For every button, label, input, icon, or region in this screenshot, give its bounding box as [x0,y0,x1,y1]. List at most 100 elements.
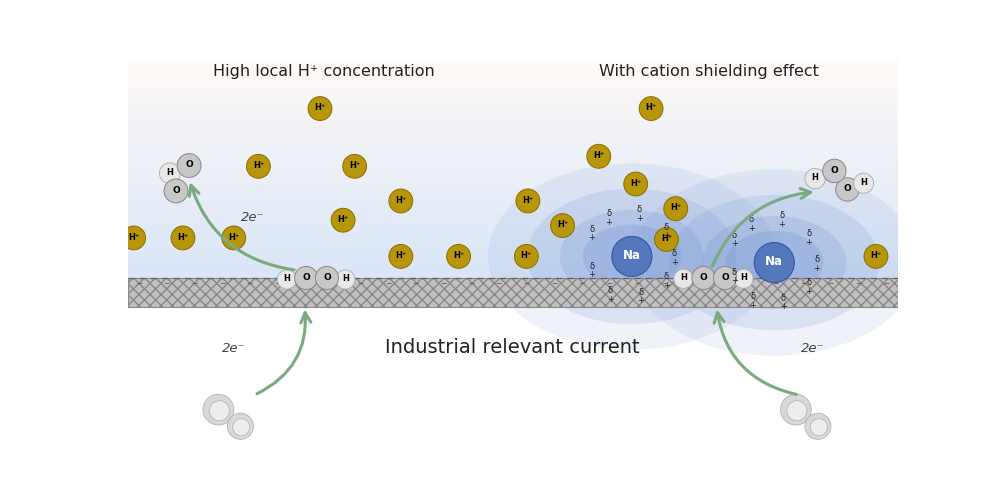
Text: +: + [607,294,614,304]
Text: H⁺: H⁺ [630,179,641,188]
Text: δ: δ [672,249,677,258]
Bar [128,124,898,128]
Bar [128,81,898,85]
Text: −: − [440,280,447,288]
Bar [128,237,898,242]
Text: −: − [634,280,640,288]
Text: δ: δ [589,261,594,271]
Text: H: H [342,274,349,283]
Text: −: − [468,280,474,288]
Bar [128,135,898,139]
Bar [128,222,898,227]
Text: H⁺: H⁺ [521,251,532,260]
Bar [128,274,898,278]
Circle shape [227,413,253,439]
Bar [128,77,898,81]
Circle shape [639,97,663,121]
Circle shape [713,266,737,289]
Text: −: − [330,280,336,288]
Text: H⁺: H⁺ [228,233,239,242]
Circle shape [171,226,195,250]
Text: H⁺: H⁺ [557,220,568,229]
Ellipse shape [488,163,776,350]
Text: −: − [302,280,308,288]
Bar [128,157,898,162]
Bar [128,131,898,136]
Bar [128,58,898,63]
Text: +: + [779,220,785,229]
Circle shape [308,97,332,121]
Text: −: − [772,280,778,288]
Text: −: − [883,280,889,288]
Bar [128,208,898,212]
Bar [128,70,898,74]
Bar [128,117,898,121]
Text: H⁺: H⁺ [177,233,189,242]
Text: +: + [731,276,738,285]
Text: 2e⁻: 2e⁻ [801,342,825,355]
Text: −: − [495,280,502,288]
Text: −: − [385,280,391,288]
Bar [128,87,898,92]
Bar [128,146,898,150]
Ellipse shape [670,195,879,330]
Text: δ: δ [779,211,785,220]
Text: −: − [136,280,142,288]
Bar [128,197,898,202]
Bar [128,230,898,234]
Bar [128,99,898,103]
Text: +: + [588,233,595,242]
Text: +: + [748,224,755,233]
Text: H: H [283,274,290,283]
Circle shape [315,266,338,289]
Text: O: O [172,186,180,195]
Bar [128,102,898,107]
Text: −: − [219,280,225,288]
Circle shape [389,189,413,213]
Bar [128,270,898,274]
Circle shape [836,178,859,201]
Circle shape [823,159,846,183]
Circle shape [122,226,146,250]
Circle shape [177,154,201,177]
Circle shape [331,208,355,232]
Ellipse shape [630,169,918,356]
Text: δ: δ [589,225,594,234]
Circle shape [734,269,753,288]
Text: +: + [605,218,612,227]
Bar [128,226,898,231]
Text: +: + [780,302,787,311]
Circle shape [624,172,648,196]
Circle shape [655,228,678,251]
Text: −: − [578,280,585,288]
Circle shape [295,266,318,289]
Text: −: − [247,280,253,288]
Circle shape [343,155,367,178]
Bar [128,142,898,147]
Bar [128,255,898,260]
Bar [128,193,898,198]
Text: H⁺: H⁺ [395,251,406,260]
Circle shape [209,401,229,421]
Text: −: − [164,280,170,288]
Text: H: H [740,274,747,283]
Bar [128,182,898,187]
Text: H⁺: H⁺ [870,251,882,260]
Bar [128,245,898,249]
Text: O: O [830,165,838,175]
Circle shape [233,419,250,436]
Text: H⁺: H⁺ [314,103,326,112]
Text: −: − [551,280,557,288]
Circle shape [854,173,874,193]
Bar [128,219,898,223]
Bar [128,95,898,99]
Text: δ: δ [606,209,611,218]
Text: With cation shielding effect: With cation shielding effect [599,64,819,79]
Text: −: − [357,280,364,288]
Text: H: H [860,178,867,187]
Bar [128,211,898,216]
Text: H⁺: H⁺ [661,234,672,243]
Bar [128,139,898,143]
Circle shape [514,245,538,268]
Bar [128,251,898,256]
